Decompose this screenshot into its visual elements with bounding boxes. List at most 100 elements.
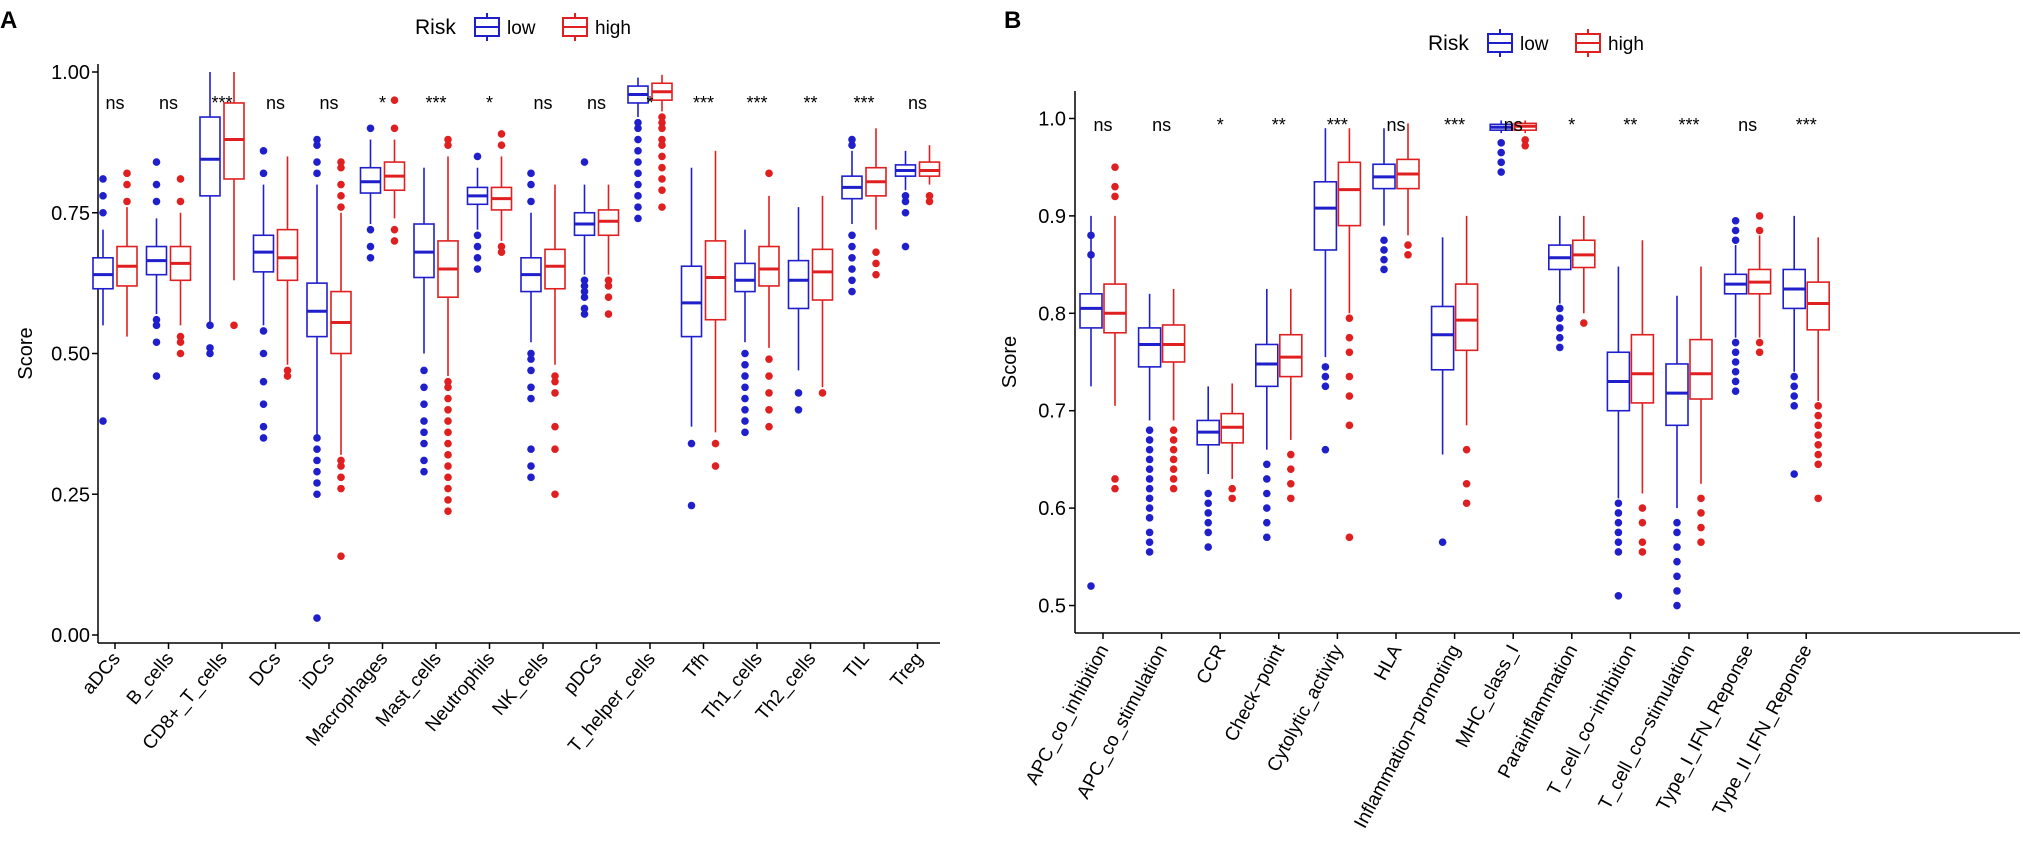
significance-label: * — [486, 93, 493, 113]
outlier-point — [658, 124, 666, 133]
outlier-point — [1145, 484, 1154, 493]
outlier-point — [444, 496, 452, 504]
outlier-point — [925, 192, 934, 200]
outlier-point — [1087, 251, 1095, 259]
outlier-point — [848, 242, 856, 251]
outlier-point — [1438, 538, 1447, 547]
outlier-point — [1263, 518, 1271, 527]
outlier-point — [818, 389, 827, 397]
x-tick-label: HLA — [1371, 641, 1407, 684]
category-group: ***Mast_cells — [372, 93, 459, 731]
outlier-point — [848, 253, 856, 262]
outlier-point — [658, 186, 666, 195]
outlier-point — [1731, 358, 1740, 366]
outlier-point — [313, 169, 321, 178]
outlier-point — [1204, 509, 1212, 517]
outlier-point — [1731, 216, 1740, 225]
outlier-point — [1638, 504, 1647, 512]
outlier-point — [1145, 455, 1154, 464]
outlier-point — [444, 473, 452, 482]
outlier-point — [259, 169, 268, 178]
outlier-point — [337, 192, 345, 200]
significance-label: *** — [853, 93, 874, 113]
panel-a: A Risk low high 0.00 0.25 0.50 0.75 1.00 Score ns a… — [0, 7, 941, 757]
outlier-point — [1614, 591, 1623, 600]
outlier-point — [1145, 538, 1154, 547]
category-group: *** TIL — [840, 93, 887, 683]
outlier-point — [658, 203, 666, 211]
outlier-point — [313, 135, 321, 144]
category-group: ns MHC_class_I — [1452, 115, 1537, 751]
outlier-point — [580, 276, 589, 285]
outlier-point — [1673, 572, 1681, 581]
outlier-point — [741, 394, 749, 403]
outlier-point — [1462, 445, 1471, 454]
outlier-point — [390, 96, 399, 104]
outlier-point — [473, 265, 482, 273]
outlier-point — [1497, 148, 1505, 157]
outlier-point — [176, 332, 185, 341]
outlier-point — [848, 276, 856, 285]
outlier-point — [1263, 533, 1271, 542]
outlier-point — [794, 389, 803, 397]
outlier-point — [1321, 445, 1330, 454]
outlier-point — [1287, 479, 1295, 488]
category-group: ns DCs — [245, 93, 299, 691]
outlier-point — [604, 293, 613, 302]
y-axis-title: Score — [15, 327, 37, 379]
outlier-point — [551, 389, 559, 397]
outlier-point — [848, 287, 856, 296]
outlier-point — [444, 484, 452, 493]
outlier-point — [1111, 192, 1119, 201]
significance-label: ns — [1738, 115, 1757, 135]
outlier-point — [1345, 392, 1354, 400]
x-tick-label: CCR — [1193, 641, 1231, 687]
box-high — [1103, 283, 1127, 334]
outlier-point — [1145, 445, 1154, 454]
outlier-point — [1169, 475, 1178, 483]
outlier-point — [527, 349, 535, 358]
y-tick-label: 0.50 — [51, 344, 90, 366]
outlier-point — [313, 479, 321, 487]
outlier-point — [473, 231, 482, 240]
outlier-point — [580, 158, 589, 166]
outlier-point — [1404, 241, 1412, 249]
category-group: ***Type_II_IFN_Reponse — [1709, 115, 1830, 819]
outlier-point — [901, 192, 910, 200]
outlier-point — [741, 428, 749, 437]
box-high — [1630, 333, 1655, 404]
significance-label: *** — [1796, 115, 1817, 135]
outlier-point — [366, 253, 375, 262]
outlier-point — [925, 197, 934, 206]
legend: Risk low high — [415, 13, 631, 41]
outlier-point — [420, 467, 428, 476]
outlier-point — [259, 327, 268, 335]
box-low — [1313, 180, 1338, 251]
outlier-point — [313, 141, 321, 149]
outlier-point — [99, 208, 107, 217]
significance-label: *** — [746, 93, 767, 113]
outlier-point — [1814, 402, 1822, 410]
y-tick-label: 0.6 — [1038, 498, 1066, 520]
outlier-point — [230, 321, 238, 330]
outlier-point — [1169, 426, 1178, 434]
outlier-point — [420, 383, 428, 392]
outlier-point — [1404, 251, 1412, 259]
outlier-point — [420, 400, 428, 408]
outlier-point — [1204, 499, 1212, 508]
outlier-point — [1345, 348, 1354, 357]
outlier-point — [152, 321, 161, 330]
outlier-point — [634, 214, 642, 223]
outlier-point — [1673, 587, 1681, 595]
outlier-point — [444, 462, 452, 470]
outlier-point — [1169, 445, 1178, 454]
outlier-point — [390, 124, 399, 133]
outlier-point — [848, 231, 856, 240]
outlier-point — [337, 456, 345, 465]
outlier-point — [1345, 533, 1354, 542]
outlier-point — [634, 147, 642, 155]
outlier-point — [1111, 182, 1119, 191]
significance-label: ns — [1386, 115, 1405, 135]
outlier-point — [1814, 411, 1822, 420]
outlier-point — [634, 135, 642, 144]
